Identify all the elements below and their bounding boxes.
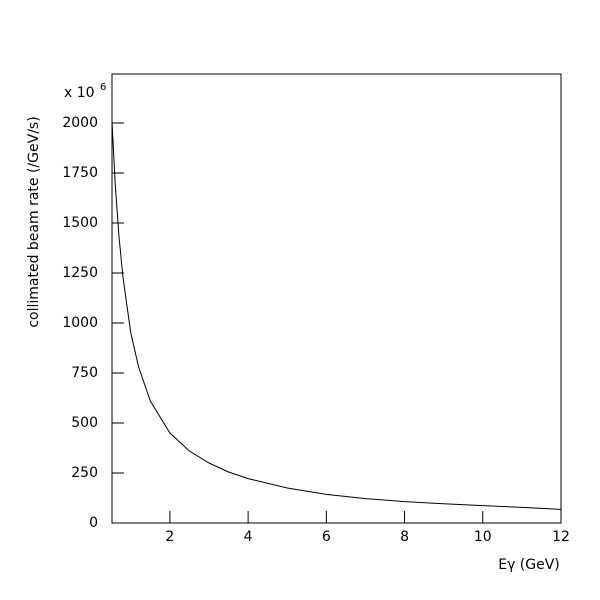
- x-tick-label: 2: [165, 529, 174, 545]
- y-tick-label: 500: [71, 415, 98, 431]
- frame: [111, 73, 562, 524]
- x-tick-label: 10: [474, 529, 492, 545]
- y-tick-label: 1000: [62, 315, 98, 331]
- y-multiplier: x 10: [64, 85, 95, 101]
- y-tick-label: 750: [71, 365, 98, 381]
- x-axis-label: Eγ (GeV): [498, 557, 560, 573]
- y-tick-label: 1750: [62, 165, 98, 181]
- y-axis-label: collimated beam rate (/GeV/s): [26, 116, 42, 327]
- x-tick-label: 4: [244, 529, 253, 545]
- y-multiplier-exponent: 6: [100, 82, 106, 93]
- y-tick-label: 1250: [62, 265, 98, 281]
- x-tick-label: 6: [322, 529, 331, 545]
- x-tick-label: 8: [400, 529, 409, 545]
- y-tick-label: 250: [71, 465, 98, 481]
- y-tick-label: 0: [89, 515, 98, 531]
- y-tick-label: 1500: [62, 215, 98, 231]
- y-tick-label: 2000: [62, 115, 98, 131]
- x-tick-label: 12: [552, 529, 570, 545]
- line: [111, 120, 562, 510]
